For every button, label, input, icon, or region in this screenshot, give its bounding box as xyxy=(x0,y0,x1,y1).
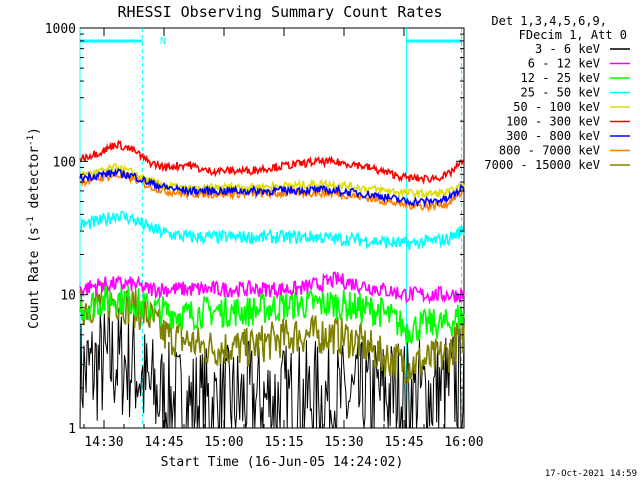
legend-entry-label: 6 - 12 keV xyxy=(528,57,600,71)
y-axis-label: Count Rate (s-1 detector-1) xyxy=(26,127,42,329)
legend-header-line-1: Det 1,3,4,5,6,9, xyxy=(491,14,607,28)
x-axis-label: Start Time (16-Jun-05 14:24:02) xyxy=(161,455,404,470)
legend-header-line-2: FDecim 1, Att 0 xyxy=(519,28,627,42)
series-line xyxy=(79,170,465,213)
x-tick-label: 16:00 xyxy=(444,435,483,450)
legend-entry-label: 50 - 100 keV xyxy=(513,100,600,114)
y-tick-label: 10 xyxy=(60,289,76,304)
y-tick-label: 100 xyxy=(53,155,76,170)
axis-layer: 14:30 14:45 15:00 15:15 15:30 15:45 16:00 1 10 10… xyxy=(45,22,484,450)
y-tick-label: 1 xyxy=(68,422,76,437)
y-axis-label-sup1: -1 xyxy=(26,216,36,227)
legend-entry-label: 12 - 25 keV xyxy=(521,71,600,85)
legend-entry-label: 25 - 50 keV xyxy=(521,86,600,100)
legend-entry-label: 3 - 6 keV xyxy=(535,42,600,56)
series-line xyxy=(79,308,465,429)
legend-entry-label: 800 - 7000 keV xyxy=(499,144,600,158)
y-axis-label-sup2: -1 xyxy=(26,135,36,146)
y-axis-label-part2: detector xyxy=(27,146,42,217)
legend-entry-label: 7000 - 15000 keV xyxy=(484,158,600,172)
legend-entry-label: 300 - 800 keV xyxy=(506,129,600,143)
legend: Det 1,3,4,5,6,9, FDecim 1, Att 0 3 - 6 k… xyxy=(484,14,630,172)
series-line xyxy=(79,271,465,305)
series-line xyxy=(79,282,465,385)
x-tick-label: 15:30 xyxy=(324,435,363,450)
chart-title: RHESSI Observing Summary Count Rates xyxy=(117,3,442,21)
timestamp: 17-Oct-2021 14:59 xyxy=(545,469,637,479)
series-line xyxy=(79,284,465,345)
series-layer xyxy=(79,139,465,429)
x-tick-label: 14:30 xyxy=(84,435,123,450)
y-axis-label-part3: ) xyxy=(27,127,42,135)
x-tick-label: 15:00 xyxy=(204,435,243,450)
x-tick-label: 15:15 xyxy=(264,435,303,450)
series-line xyxy=(79,139,465,185)
y-tick-label: 1000 xyxy=(45,22,76,37)
x-tick-label: 15:45 xyxy=(384,435,423,450)
night-flag-label: N xyxy=(160,36,166,47)
x-tick-label: 14:45 xyxy=(144,435,183,450)
series-line xyxy=(79,210,465,251)
y-axis-label-part1: Count Rate (s xyxy=(27,227,42,329)
legend-entry-label: 100 - 300 keV xyxy=(506,115,600,129)
series-line xyxy=(79,167,465,208)
